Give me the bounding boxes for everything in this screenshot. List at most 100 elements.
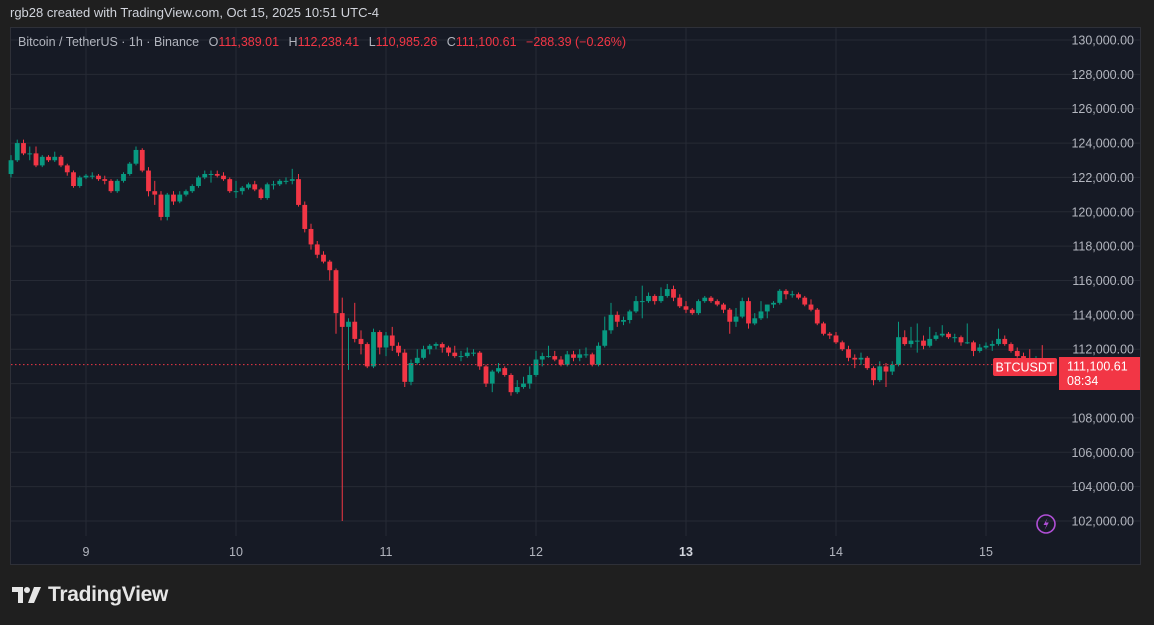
candle-body bbox=[458, 356, 464, 358]
tradingview-logo[interactable]: TradingView bbox=[12, 583, 168, 607]
change-value: −288.39 (−0.26%) bbox=[526, 35, 627, 49]
candle bbox=[627, 309, 633, 324]
candle bbox=[108, 179, 114, 193]
candle bbox=[896, 321, 901, 367]
candle bbox=[321, 251, 326, 264]
candle bbox=[533, 350, 539, 377]
candle bbox=[196, 175, 201, 188]
candle-body bbox=[258, 189, 264, 199]
candle bbox=[121, 172, 126, 183]
y-tick-label: 130,000.00 bbox=[1071, 34, 1134, 48]
candle bbox=[858, 352, 864, 365]
y-tick-label: 116,000.00 bbox=[1072, 274, 1134, 288]
candle-body bbox=[883, 366, 889, 372]
candle-body bbox=[358, 338, 364, 345]
candle-body bbox=[933, 335, 939, 339]
candle-body bbox=[346, 321, 351, 327]
candle-body bbox=[333, 270, 339, 314]
candle-body bbox=[502, 368, 508, 375]
candle-body bbox=[614, 314, 620, 322]
candle-body bbox=[139, 149, 145, 171]
countdown-label: 08:34 bbox=[1067, 374, 1098, 388]
close-value: 111,100.61 bbox=[455, 35, 517, 49]
symbol-tag: BTCUSDT bbox=[993, 358, 1057, 376]
candle-body bbox=[8, 160, 14, 174]
candle bbox=[58, 155, 64, 168]
candle bbox=[602, 316, 608, 348]
candle bbox=[8, 155, 14, 178]
candle bbox=[146, 167, 151, 197]
candle bbox=[721, 302, 726, 314]
candle-body bbox=[289, 179, 295, 181]
candle bbox=[808, 299, 814, 312]
candle bbox=[777, 289, 783, 305]
candle-body bbox=[977, 347, 983, 351]
candle bbox=[496, 362, 501, 374]
low-value: 110,985.26 bbox=[375, 35, 438, 49]
candle-body bbox=[989, 344, 995, 346]
candle-body bbox=[208, 173, 214, 175]
candle-body bbox=[246, 184, 251, 188]
candle bbox=[558, 356, 564, 367]
candle-body bbox=[264, 184, 270, 199]
open-label: O bbox=[208, 35, 219, 49]
lightning-circle-icon[interactable] bbox=[1036, 514, 1056, 534]
candle-body bbox=[814, 309, 820, 324]
chart-panel[interactable] bbox=[10, 27, 1141, 565]
candle bbox=[214, 170, 220, 178]
candle bbox=[739, 297, 745, 319]
candle-body bbox=[58, 156, 64, 166]
last-price-label: 111,100.61 bbox=[1067, 360, 1128, 374]
candle-body bbox=[433, 344, 439, 346]
candle bbox=[539, 352, 545, 367]
candle-body bbox=[371, 332, 376, 367]
candle bbox=[152, 180, 158, 205]
chart-credit: rgb28 created with TradingView.com, Oct … bbox=[10, 5, 380, 20]
x-tick-label: 14 bbox=[829, 545, 843, 559]
candle bbox=[333, 268, 339, 334]
y-tick-label: 112,000.00 bbox=[1072, 343, 1134, 357]
candle bbox=[96, 173, 101, 181]
candle bbox=[289, 168, 295, 185]
candle-body bbox=[527, 374, 533, 384]
candle-body bbox=[627, 311, 633, 321]
candle bbox=[933, 332, 939, 341]
candle bbox=[633, 295, 639, 314]
candle-body bbox=[608, 314, 614, 331]
last-price-tag: 111,100.61 08:34 bbox=[1059, 357, 1140, 390]
candle bbox=[21, 139, 26, 156]
candle-body bbox=[114, 180, 120, 192]
candle-body bbox=[314, 244, 320, 255]
candle bbox=[327, 259, 333, 281]
y-tick-label: 128,000.00 bbox=[1071, 68, 1134, 82]
candle bbox=[158, 191, 164, 221]
candle-body bbox=[858, 357, 864, 360]
candle bbox=[427, 344, 433, 355]
candle-body bbox=[508, 374, 514, 393]
candle-body bbox=[383, 335, 389, 348]
candle-body bbox=[496, 368, 501, 372]
candle bbox=[296, 173, 301, 207]
y-tick-label: 104,000.00 bbox=[1071, 480, 1134, 494]
candle-body bbox=[752, 318, 758, 324]
candle-body bbox=[877, 366, 883, 381]
candle-body bbox=[902, 337, 908, 345]
candle-body bbox=[1014, 350, 1020, 357]
candle bbox=[208, 170, 214, 183]
candle bbox=[846, 345, 851, 362]
candle-body bbox=[364, 344, 370, 367]
candle bbox=[277, 179, 283, 187]
candle bbox=[689, 307, 695, 315]
candle bbox=[377, 330, 383, 355]
candle bbox=[102, 175, 108, 185]
candle-body bbox=[52, 156, 58, 161]
candle bbox=[177, 191, 183, 204]
candle bbox=[314, 240, 320, 259]
candle-body bbox=[671, 289, 676, 298]
candle bbox=[821, 321, 826, 336]
candle bbox=[883, 362, 889, 388]
candle bbox=[696, 299, 701, 315]
candle bbox=[589, 352, 595, 367]
candle bbox=[308, 223, 314, 250]
